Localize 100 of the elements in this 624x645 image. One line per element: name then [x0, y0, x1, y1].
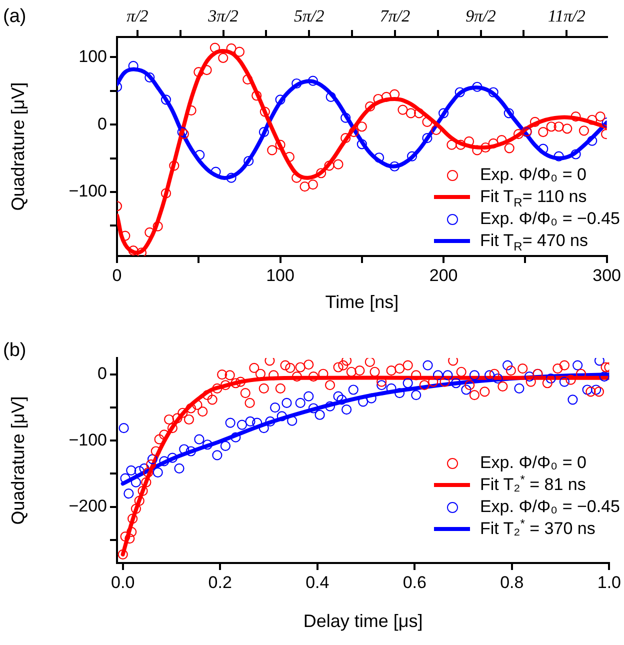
- x-axis-title: Delay time [μs]: [303, 611, 423, 632]
- x-tick-label: 0.4: [306, 572, 330, 592]
- y-axis-title: Quadrature [μV]: [8, 82, 28, 211]
- point: [562, 124, 572, 134]
- point: [340, 112, 351, 123]
- point: [292, 172, 302, 183]
- point: [472, 145, 482, 156]
- legend-label: Fit T₂$^{*}$ = 370 ns: [480, 516, 596, 540]
- point: [456, 140, 466, 150]
- point: [202, 64, 212, 76]
- point: [406, 108, 416, 118]
- point: [464, 136, 474, 146]
- y-tick-label: 0: [98, 114, 107, 134]
- point: [587, 136, 598, 146]
- legend-label: Fit T₂$^{*}$ = 81 ns: [480, 472, 586, 496]
- x-tick-label: 200: [429, 266, 458, 285]
- point: [513, 128, 524, 140]
- x2-tick-label: 11π/2: [548, 6, 586, 26]
- point: [530, 116, 540, 127]
- point: [244, 156, 254, 166]
- point: [340, 133, 351, 144]
- x2-tick-label: 9π/2: [466, 6, 496, 26]
- legend-label: Exp. Φ/Φ₀ = 0: [480, 452, 586, 474]
- point: [242, 74, 253, 85]
- point: [160, 188, 172, 198]
- legend-label: Fit T$_{R}$= 470 ns: [480, 230, 588, 254]
- point: [210, 42, 220, 53]
- point: [324, 160, 334, 171]
- point: [275, 94, 286, 105]
- point: [275, 140, 286, 150]
- point: [136, 248, 147, 256]
- x2-tick-label: π/2: [126, 6, 149, 26]
- point: [260, 106, 270, 117]
- point: [422, 133, 432, 144]
- point: [316, 168, 326, 178]
- point: [431, 124, 442, 136]
- x-tick-label: 0.0: [111, 572, 135, 592]
- point: [422, 116, 432, 127]
- x-tick-label: 1.0: [597, 572, 622, 592]
- x-tick-label: 300: [592, 266, 622, 285]
- point: [210, 166, 221, 177]
- point: [446, 140, 457, 150]
- y-axis-title: Quadrature [μV]: [8, 396, 28, 525]
- point: [570, 111, 581, 122]
- x-tick-label: 0.8: [500, 572, 524, 592]
- x-tick-label: 0: [112, 266, 122, 285]
- point: [480, 142, 491, 153]
- x-tick-label: 0.2: [208, 572, 232, 592]
- point: [390, 161, 400, 172]
- point: [570, 149, 581, 160]
- point: [234, 46, 245, 57]
- point: [554, 151, 564, 162]
- point: [144, 72, 155, 82]
- point: [356, 139, 367, 150]
- y-tick-label: 0: [98, 364, 107, 384]
- x-tick-label: 100: [266, 266, 294, 285]
- point: [292, 78, 302, 89]
- point: [365, 101, 376, 112]
- point: [300, 182, 310, 192]
- y-tick-label: −200: [68, 496, 107, 516]
- point: [454, 87, 465, 98]
- point: [267, 145, 278, 156]
- point: [554, 122, 564, 132]
- point: [488, 138, 498, 149]
- point: [406, 151, 418, 162]
- point: [504, 143, 514, 154]
- point: [308, 180, 318, 190]
- point: [472, 82, 482, 92]
- point: [595, 111, 606, 122]
- legend-label: Exp. Φ/Φ₀ = 0: [480, 164, 586, 186]
- point: [160, 94, 172, 105]
- point: [308, 76, 318, 86]
- point: [538, 144, 548, 154]
- x2-tick-label: 3π/2: [207, 6, 239, 26]
- point: [194, 66, 204, 78]
- point: [128, 246, 138, 256]
- point: [169, 160, 180, 171]
- point: [356, 122, 367, 132]
- point: [398, 104, 408, 115]
- legend-label: Exp. Φ/Φ₀ = −0.45: [480, 496, 620, 518]
- point: [284, 152, 294, 162]
- point: [226, 43, 236, 54]
- point: [252, 90, 262, 101]
- chart-title: (a): [3, 6, 26, 28]
- point: [438, 108, 449, 118]
- legend-label: Fit T$_{R}$= 110 ns: [480, 186, 587, 210]
- point: [333, 159, 344, 170]
- y-tick-label: −100: [68, 430, 107, 450]
- x-tick-label: 0.6: [402, 572, 426, 592]
- y-tick-label: −100: [68, 182, 107, 201]
- point: [326, 92, 336, 102]
- point: [374, 152, 384, 163]
- point: [226, 172, 236, 183]
- point: [488, 87, 498, 98]
- point: [587, 114, 598, 125]
- point: [538, 126, 548, 138]
- point: [194, 150, 205, 160]
- chart-title: (b): [3, 340, 26, 362]
- point: [218, 52, 228, 63]
- legend-label: Exp. Φ/Φ₀ = −0.45: [480, 208, 620, 230]
